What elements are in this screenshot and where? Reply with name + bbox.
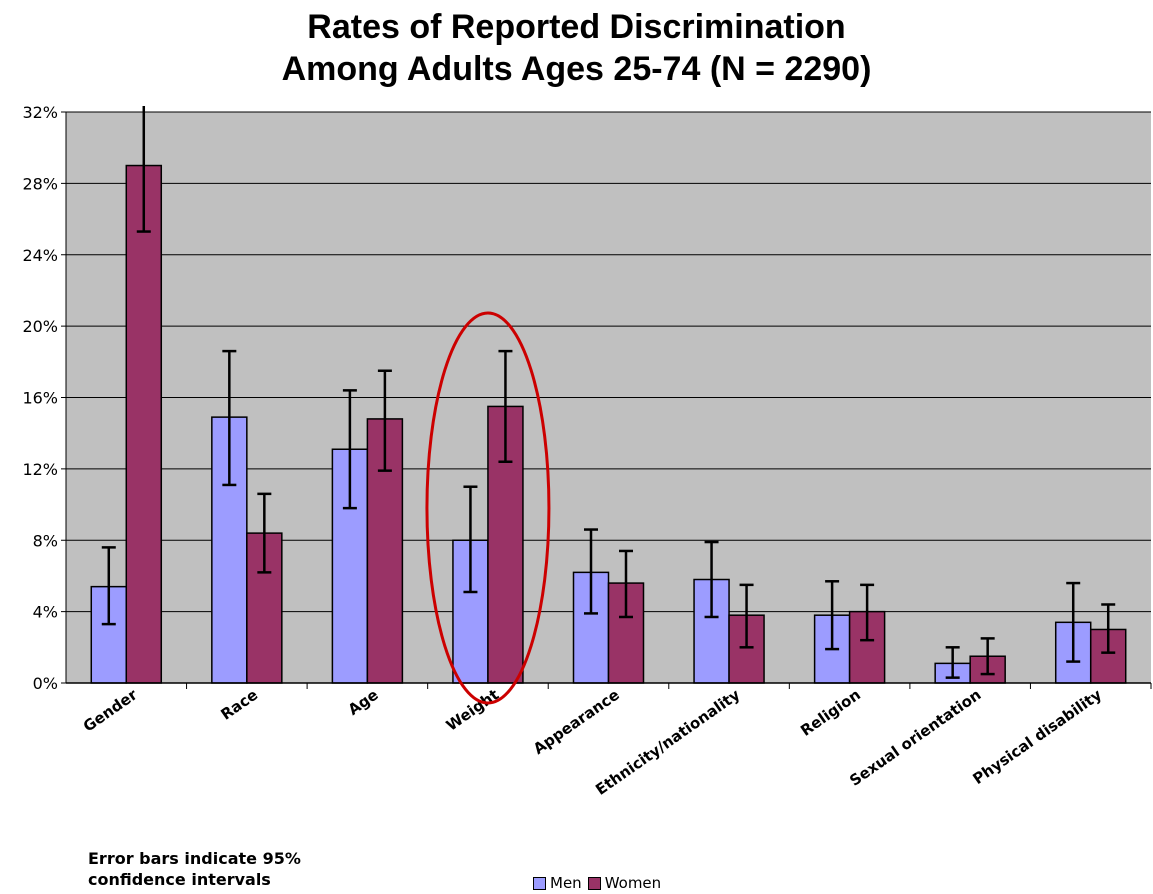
chart-title: Rates of Reported Discrimination Among A… [0, 6, 1153, 90]
highlight-ellipse [425, 311, 551, 705]
y-tick-labels: 0% 4% 8% 12% 16% 20% 24% 28% 32% [22, 103, 58, 693]
footnote-line-1: Error bars indicate 95% [88, 849, 301, 868]
x-tick-labels: Gender Race Age Weight AppearanceEthnicity/n… [80, 685, 1105, 799]
legend-swatch-men [533, 876, 546, 890]
y-tick-label: 4% [33, 603, 58, 622]
legend: Men Women [533, 874, 667, 892]
chart-title-line-1: Rates of Reported Discrimination [307, 8, 846, 46]
bar-women-0 [125, 164, 163, 684]
footnote: Error bars indicate 95% confidence inter… [88, 848, 301, 890]
y-tick-label: 32% [22, 103, 58, 122]
legend-item-men: Men [533, 874, 582, 892]
x-tick-label-7: Sexual orientation [846, 686, 984, 790]
legend-label-women: Women [604, 874, 662, 892]
axes [65, 112, 1151, 684]
error-bars [101, 106, 1116, 679]
chart-title-line-2: Among Adults Ages 25-74 (N = 2290) [281, 50, 872, 88]
footnote-line-2: confidence intervals [88, 870, 271, 889]
y-tick-label: 20% [22, 317, 58, 336]
y-tick-label: 24% [22, 246, 58, 265]
x-tick-label-4: Appearance [530, 686, 623, 758]
legend-item-women: Women [587, 874, 662, 892]
bar-women-2 [366, 418, 404, 684]
y-tick-label: 28% [22, 174, 58, 193]
x-tick-label-6: Religion [797, 686, 864, 740]
x-tick-label-0: Gender [80, 685, 141, 735]
y-tick-label: 8% [33, 531, 58, 550]
x-tick-label-1: Race [217, 686, 261, 724]
legend-swatch-women [587, 876, 601, 890]
y-tick-label: 16% [22, 389, 58, 408]
x-tick-label-8: Physical disability [969, 685, 1105, 788]
y-tick-label: 0% [33, 674, 58, 693]
legend-label-men: Men [550, 874, 582, 892]
x-tick-label-2: Age [345, 686, 382, 719]
x-tick-label-3: Weight [443, 686, 502, 735]
y-tick-label: 12% [22, 460, 58, 479]
